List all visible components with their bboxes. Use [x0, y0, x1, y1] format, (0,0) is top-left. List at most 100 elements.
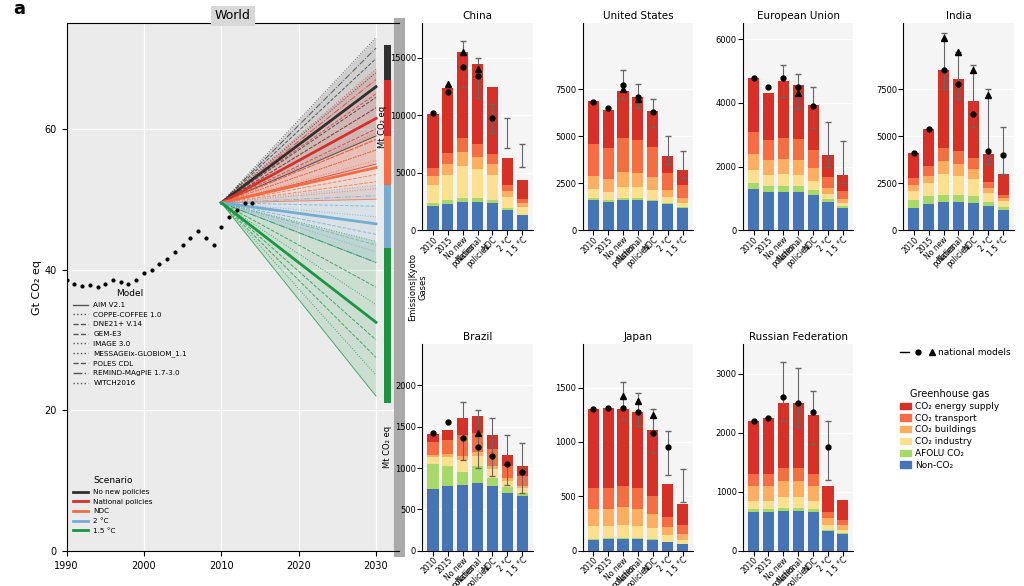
Bar — [793, 507, 804, 510]
Bar — [822, 202, 834, 230]
Bar — [763, 500, 774, 509]
Bar — [517, 496, 527, 551]
Bar — [502, 210, 513, 230]
Bar — [588, 540, 599, 551]
Bar — [777, 507, 788, 510]
Bar — [517, 493, 527, 496]
Bar — [517, 476, 527, 486]
Bar — [632, 188, 643, 198]
Bar — [588, 176, 599, 189]
Bar — [677, 185, 688, 198]
Bar — [442, 455, 454, 457]
Bar — [777, 481, 788, 497]
Bar — [617, 200, 629, 230]
Bar — [822, 199, 834, 202]
Bar — [777, 186, 788, 192]
Bar — [617, 538, 629, 539]
Bar — [384, 45, 391, 115]
Bar — [588, 200, 599, 230]
Bar — [647, 200, 658, 201]
Bar — [838, 524, 849, 530]
Bar — [517, 207, 527, 214]
Bar — [997, 201, 1009, 207]
Bar — [502, 481, 513, 487]
Bar — [748, 500, 759, 509]
Bar — [647, 539, 658, 540]
Bar — [442, 430, 454, 440]
Bar — [953, 79, 964, 151]
Title: China: China — [463, 11, 493, 21]
Bar — [908, 200, 920, 207]
Bar — [632, 509, 643, 526]
Bar — [663, 516, 673, 527]
Title: Brazil: Brazil — [463, 332, 493, 342]
Bar — [617, 524, 629, 538]
Bar — [793, 510, 804, 551]
Bar — [427, 457, 438, 464]
Bar — [763, 93, 774, 139]
Bar — [793, 192, 804, 230]
Bar — [487, 175, 498, 200]
Bar — [663, 156, 673, 173]
Bar — [427, 489, 438, 551]
Bar — [908, 178, 920, 185]
Title: Russian Federation: Russian Federation — [749, 332, 848, 342]
Bar — [838, 534, 849, 551]
Bar — [647, 540, 658, 551]
Bar — [517, 488, 527, 493]
Bar — [793, 186, 804, 192]
Bar — [938, 161, 949, 174]
Bar — [472, 169, 483, 198]
Bar — [602, 110, 613, 148]
Bar — [838, 208, 849, 230]
Bar — [617, 138, 629, 172]
Bar — [472, 417, 483, 433]
Bar — [517, 486, 527, 488]
Bar — [748, 182, 759, 189]
Bar — [793, 481, 804, 497]
Bar — [908, 207, 920, 230]
Bar — [763, 160, 774, 175]
Bar — [822, 155, 834, 177]
Bar — [588, 144, 599, 176]
Bar — [748, 154, 759, 170]
Bar — [777, 403, 788, 468]
Title: World: World — [215, 9, 251, 22]
Bar — [487, 478, 498, 486]
Text: Emissions|Kyoto
Gases: Emissions|Kyoto Gases — [408, 253, 427, 321]
Bar — [968, 179, 979, 196]
Bar — [442, 440, 454, 455]
Bar — [457, 52, 468, 138]
Bar — [487, 164, 498, 175]
Bar — [763, 192, 774, 230]
Bar — [427, 114, 438, 168]
Bar — [517, 203, 527, 207]
Bar — [997, 195, 1009, 198]
Title: United States: United States — [602, 11, 673, 21]
Bar — [647, 496, 658, 514]
Bar — [763, 474, 774, 486]
Bar — [457, 456, 468, 460]
Bar — [457, 152, 468, 166]
Bar — [632, 140, 643, 173]
Bar — [838, 520, 849, 524]
Bar — [647, 430, 658, 496]
Bar — [677, 544, 688, 551]
Bar — [763, 186, 774, 192]
Bar — [923, 183, 934, 196]
Bar — [472, 202, 483, 230]
Title: European Union: European Union — [757, 11, 840, 21]
Bar — [777, 81, 788, 138]
Bar — [647, 201, 658, 230]
Bar — [487, 449, 498, 466]
Bar — [983, 193, 994, 202]
Bar — [427, 464, 438, 489]
Bar — [793, 139, 804, 159]
Bar — [677, 526, 688, 534]
Text: a: a — [13, 0, 26, 18]
Bar — [983, 182, 994, 188]
Bar — [968, 203, 979, 230]
Bar — [808, 486, 818, 500]
Bar — [602, 148, 613, 179]
Bar — [588, 539, 599, 540]
